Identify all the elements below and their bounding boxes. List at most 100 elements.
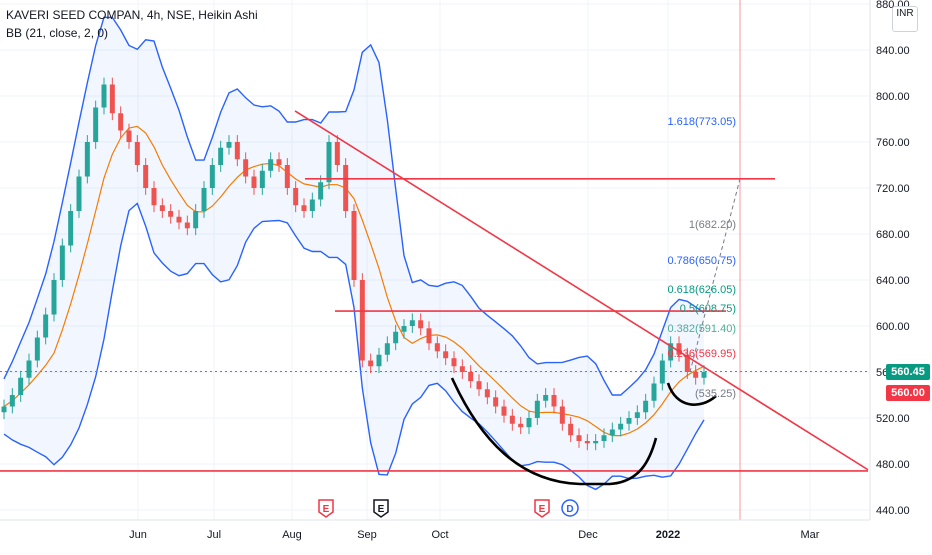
- candle-body: [176, 216, 182, 223]
- candle-body: [326, 142, 332, 183]
- candle-body: [109, 84, 115, 114]
- candle-body: [493, 397, 499, 407]
- handle-pattern-curve: [666, 382, 717, 406]
- candle-body: [626, 418, 632, 424]
- symbol-title[interactable]: KAVERI SEED COMPAN, 4h, NSE, Heikin Ashi: [6, 8, 258, 22]
- drawings: [0, 0, 870, 520]
- candle-body: [134, 142, 140, 165]
- candle-body: [418, 320, 424, 329]
- fib-level-label: 1.618(773.05): [668, 116, 737, 128]
- fib-level-label: 1(682.20): [689, 219, 736, 231]
- candle-body: [1, 406, 7, 413]
- candle-body: [43, 314, 49, 338]
- candle-body: [151, 188, 157, 206]
- candle-body: [168, 211, 174, 217]
- candle-body: [384, 343, 390, 355]
- y-tick-label: 520.00: [876, 413, 910, 425]
- candle-body: [309, 199, 315, 211]
- candle-body: [601, 435, 607, 441]
- candle-body: [401, 326, 407, 332]
- grid: [0, 0, 870, 520]
- candle-body: [643, 400, 649, 413]
- resistance-trendline: [294, 110, 869, 471]
- candle-body: [618, 423, 624, 430]
- candle-body: [668, 343, 674, 361]
- candle-body: [359, 280, 365, 361]
- candle-body: [659, 360, 665, 384]
- x-axis: Jun Jul Aug Sep Oct Dec 2022 Mar: [0, 519, 870, 541]
- candle-body: [343, 165, 349, 211]
- candle-body: [101, 84, 107, 108]
- earnings-marker: [534, 499, 550, 518]
- x-tick-label: Oct: [431, 529, 448, 541]
- x-tick-label: 2022: [656, 529, 680, 541]
- candle-body: [351, 211, 357, 280]
- candle-body: [484, 389, 490, 398]
- candle-body: [468, 372, 474, 382]
- close-price-tag: 560.00: [886, 385, 930, 401]
- candle-body: [226, 142, 232, 148]
- y-tick-label: 800.00: [876, 91, 910, 103]
- fib-level-label: 0.236(569.95): [668, 348, 737, 360]
- candle-body: [18, 377, 24, 395]
- upper-band-line: [3, 16, 705, 396]
- candle-body: [534, 400, 540, 418]
- candle-body: [234, 142, 240, 160]
- candle-body: [84, 142, 90, 177]
- candle-body: [59, 245, 65, 280]
- candle-body: [243, 159, 249, 177]
- earnings-marker: [373, 499, 389, 518]
- candle-body: [284, 165, 290, 188]
- candle-body: [93, 107, 99, 142]
- candle-body: [693, 372, 699, 378]
- x-tick-label: Aug: [282, 529, 302, 541]
- candle-body: [334, 142, 340, 165]
- candle-body: [568, 423, 574, 436]
- candle-body: [259, 170, 265, 188]
- candle-body: [34, 337, 40, 361]
- candle-body: [218, 147, 224, 165]
- candle-body: [434, 343, 440, 352]
- x-tick-label: Jun: [129, 529, 147, 541]
- event-marker-label: E: [323, 504, 330, 515]
- earnings-marker: [318, 499, 334, 518]
- cup-pattern-curve: [450, 377, 658, 486]
- candle-body: [68, 211, 74, 246]
- candle-body: [651, 383, 657, 401]
- event-marker-label: E: [539, 504, 546, 515]
- fib-level-label: 0.786(650.75): [668, 255, 737, 267]
- candle-body: [301, 205, 307, 211]
- lower-band-line: [3, 202, 705, 491]
- y-tick-label: 640.00: [876, 275, 910, 287]
- y-tick-label: 480.00: [876, 459, 910, 471]
- candle-body: [376, 354, 382, 367]
- candle-body: [201, 188, 207, 211]
- currency-label[interactable]: INR: [892, 6, 918, 32]
- y-tick-label: 600.00: [876, 321, 910, 333]
- candle-body: [634, 412, 640, 418]
- dividend-marker: [561, 499, 579, 517]
- candle-body: [368, 360, 374, 367]
- candle-body: [126, 130, 132, 142]
- candle-body: [576, 435, 582, 441]
- candle-body: [276, 159, 282, 165]
- candle-body: [593, 441, 599, 444]
- basis-line: [3, 125, 705, 437]
- candle-body: [9, 395, 15, 407]
- candle-body: [701, 372, 707, 378]
- x-tick-label: Dec: [578, 529, 598, 541]
- candle-body: [118, 113, 124, 131]
- candle-body: [501, 406, 507, 416]
- indicator-title[interactable]: BB (21, close, 2, 0): [6, 26, 109, 40]
- candle-body: [443, 351, 449, 359]
- y-tick-label: 440.00: [876, 505, 910, 517]
- event-marker-label: D: [566, 504, 573, 515]
- candle-body: [551, 395, 557, 407]
- y-tick-label: 720.00: [876, 183, 910, 195]
- chart-legend: KAVERI SEED COMPAN, 4h, NSE, Heikin Ashi…: [6, 6, 258, 42]
- last-price-tag: 560.45: [886, 364, 930, 380]
- event-marker-label: E: [378, 504, 385, 515]
